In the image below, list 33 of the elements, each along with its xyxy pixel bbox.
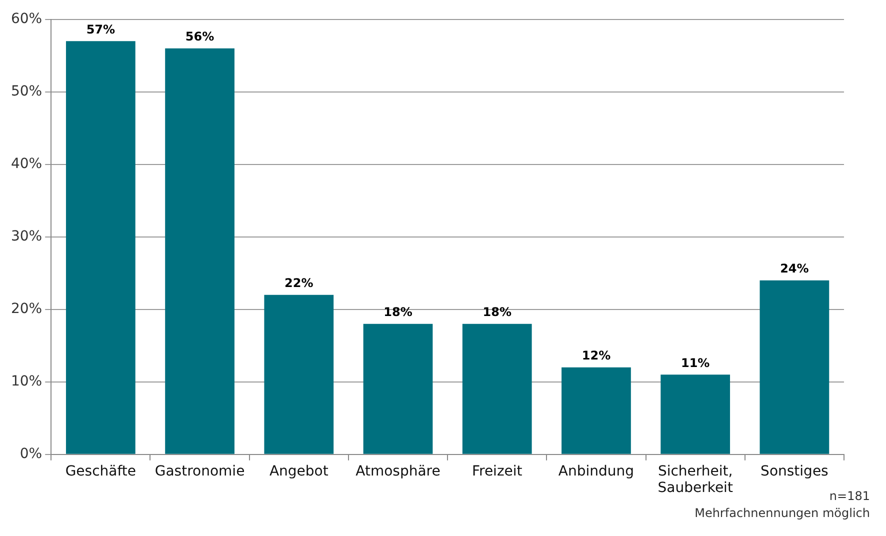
- y-tick-label: 30%: [10, 228, 42, 245]
- bar: [562, 367, 631, 454]
- data-label: 12%: [582, 348, 611, 363]
- data-label: 56%: [185, 30, 214, 44]
- bar: [363, 324, 433, 454]
- x-tick-label: Atmosphäre: [356, 463, 440, 480]
- data-label: 24%: [780, 262, 809, 276]
- y-tick-label: 0%: [20, 446, 42, 462]
- x-tick-label: Angebot: [269, 463, 329, 480]
- data-label: 11%: [680, 356, 710, 370]
- bar: [264, 294, 334, 454]
- x-tick-label: Anbindung: [558, 463, 634, 480]
- bar: [660, 374, 730, 454]
- x-tick-label: Sonstiges: [760, 463, 828, 480]
- bar: [760, 280, 830, 454]
- data-label: 22%: [284, 276, 314, 290]
- y-tick-label: 20%: [10, 301, 42, 318]
- data-label: 18%: [482, 305, 512, 320]
- bar: [165, 48, 234, 454]
- x-tick-label: Gastronomie: [154, 463, 245, 480]
- data-label: 18%: [384, 305, 412, 320]
- y-tick-label: 50%: [10, 84, 42, 100]
- data-label: 57%: [86, 22, 116, 36]
- y-tick-label: 60%: [10, 11, 42, 28]
- text: Mehrfachnennungen möglich: [694, 506, 870, 520]
- x-tick-label: Geschäfte: [65, 463, 136, 480]
- y-tick-label: 10%: [10, 374, 42, 390]
- bar: [462, 324, 532, 454]
- bar: [66, 41, 136, 454]
- text: n=181: [829, 489, 870, 504]
- x-tick-label: Sicherheit, Sauberkeit: [658, 463, 734, 496]
- x-tick-label: Freizeit: [472, 463, 523, 480]
- y-tick-label: 40%: [10, 156, 42, 172]
